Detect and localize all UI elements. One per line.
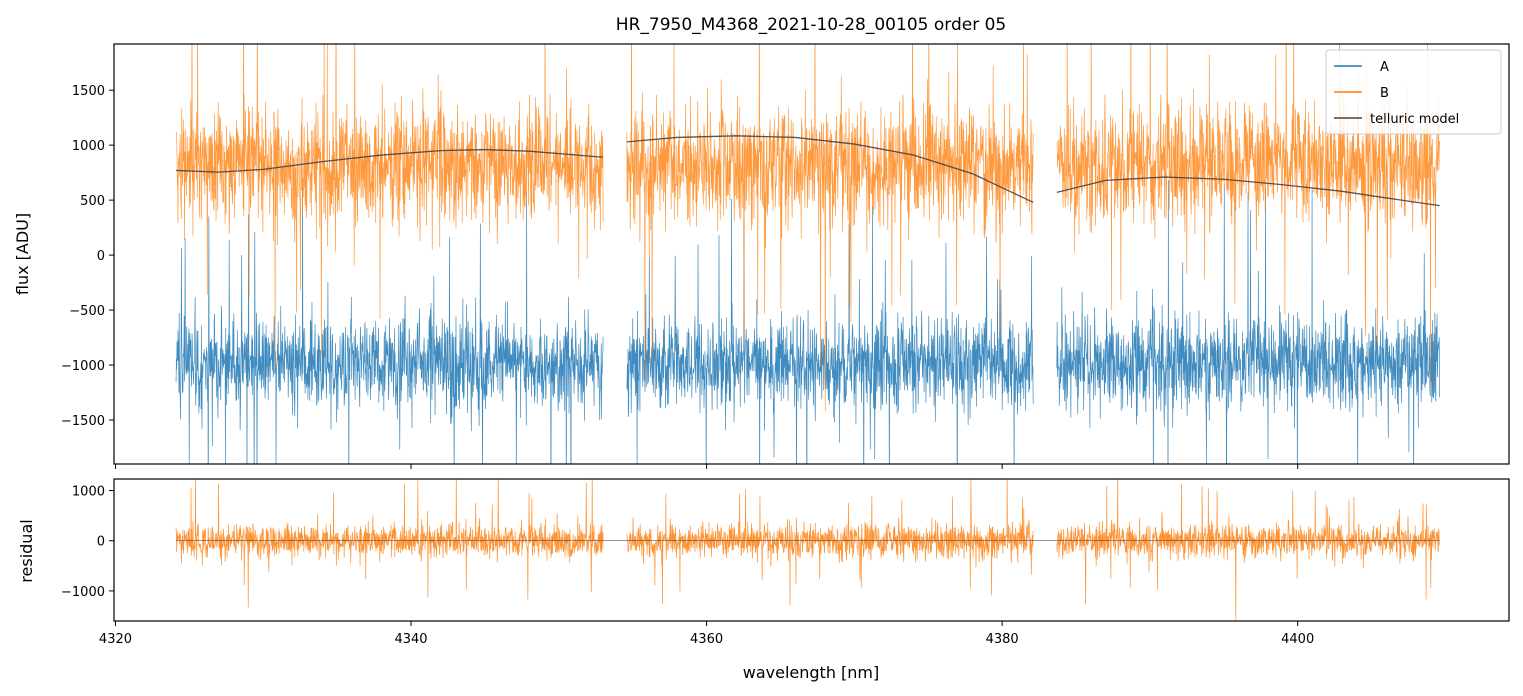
residual-ylabel: residual	[17, 519, 36, 582]
xtick-label: 4340	[394, 632, 427, 647]
residual-ytick-label: 1000	[72, 485, 105, 500]
flux-axes-frame	[113, 43, 1510, 465]
xtick-label: 4380	[986, 632, 1019, 647]
flux-ytick-label: −500	[69, 304, 105, 319]
series-a-line	[175, 180, 1440, 464]
xtick-label: 4320	[99, 632, 132, 647]
flux-ylabel: flux [ADU]	[13, 213, 32, 295]
residual-plot-area	[175, 479, 1440, 620]
flux-ytick-label: 1500	[72, 84, 105, 99]
legend-label-telluric: telluric model	[1370, 112, 1459, 127]
chart-title: HR_7950_M4368_2021-10-28_00105 order 05	[616, 15, 1006, 35]
residual-line	[175, 479, 1440, 620]
flux-ytick-label: −1000	[61, 359, 105, 374]
flux-ytick-label: −1500	[61, 414, 105, 429]
xlabel: wavelength [nm]	[743, 663, 880, 682]
series-b-line	[175, 44, 1440, 412]
flux-axes-ticks: −1500 −1000 −500 0 500 1000 1500	[61, 84, 1299, 469]
flux-ytick-label: 1000	[72, 139, 105, 154]
legend-label-a: A	[1380, 60, 1389, 75]
residual-axes-frame	[113, 478, 1510, 622]
xtick-label: 4400	[1281, 632, 1314, 647]
residual-ytick-label: −1000	[61, 585, 105, 600]
flux-plot-area	[175, 44, 1440, 464]
flux-ytick-label: 500	[80, 194, 105, 209]
telluric-model-line	[176, 135, 1440, 207]
residual-ytick-label: 0	[97, 535, 105, 550]
flux-ytick-label: 0	[97, 249, 105, 264]
legend: A B telluric model	[1325, 49, 1502, 135]
residual-axes-ticks: −1000 0 1000 4320 4340 4360 4380 4400	[61, 485, 1314, 647]
legend-label-b: B	[1380, 86, 1389, 101]
xtick-label: 4360	[690, 632, 723, 647]
